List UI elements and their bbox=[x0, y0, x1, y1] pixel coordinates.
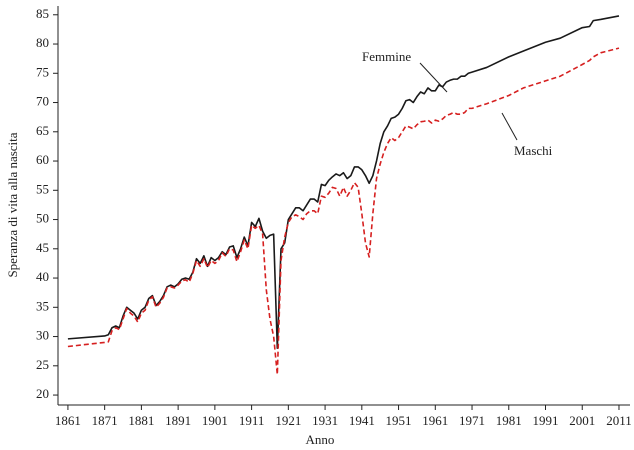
series-label: Femmine bbox=[362, 49, 411, 64]
y-tick-label: 40 bbox=[36, 269, 49, 284]
x-tick-label: 1921 bbox=[275, 413, 301, 428]
y-tick-label: 45 bbox=[36, 240, 49, 255]
x-tick-label: 1931 bbox=[312, 413, 338, 428]
x-tick-label: 1861 bbox=[55, 413, 81, 428]
x-tick-label: 1881 bbox=[128, 413, 154, 428]
x-tick-label: 2001 bbox=[569, 413, 595, 428]
series-line bbox=[67, 15, 620, 350]
y-tick-label: 50 bbox=[36, 211, 49, 226]
x-tick-label: 1971 bbox=[459, 413, 485, 428]
y-tick-label: 85 bbox=[36, 6, 49, 21]
x-axis-title: Anno bbox=[306, 432, 335, 447]
y-tick-label: 25 bbox=[36, 357, 49, 372]
x-tick-label: 1911 bbox=[239, 413, 265, 428]
y-tick-label: 65 bbox=[36, 123, 49, 138]
y-tick-label: 75 bbox=[36, 64, 49, 79]
x-tick-label: 1901 bbox=[202, 413, 228, 428]
y-tick-label: 35 bbox=[36, 298, 49, 313]
y-tick-label: 80 bbox=[36, 35, 49, 50]
leader-line bbox=[419, 62, 448, 93]
series-line bbox=[67, 47, 620, 376]
y-tick-label: 20 bbox=[36, 386, 49, 401]
x-tick-label: 1991 bbox=[533, 413, 559, 428]
leader-line bbox=[501, 112, 518, 141]
y-tick-label: 30 bbox=[36, 328, 49, 343]
y-tick-label: 55 bbox=[36, 181, 49, 196]
y-tick-label: 70 bbox=[36, 94, 49, 109]
x-tick-label: 1871 bbox=[92, 413, 118, 428]
x-tick-label: 1891 bbox=[165, 413, 191, 428]
y-axis-title: Speranza di vita alla nascita bbox=[5, 132, 20, 277]
x-tick-label: 1961 bbox=[422, 413, 448, 428]
x-tick-label: 1951 bbox=[386, 413, 412, 428]
x-tick-label: 1981 bbox=[496, 413, 522, 428]
x-tick-label: 2011 bbox=[606, 413, 632, 428]
y-tick-label: 60 bbox=[36, 152, 49, 167]
x-tick-label: 1941 bbox=[349, 413, 375, 428]
series-label: Maschi bbox=[514, 143, 553, 158]
